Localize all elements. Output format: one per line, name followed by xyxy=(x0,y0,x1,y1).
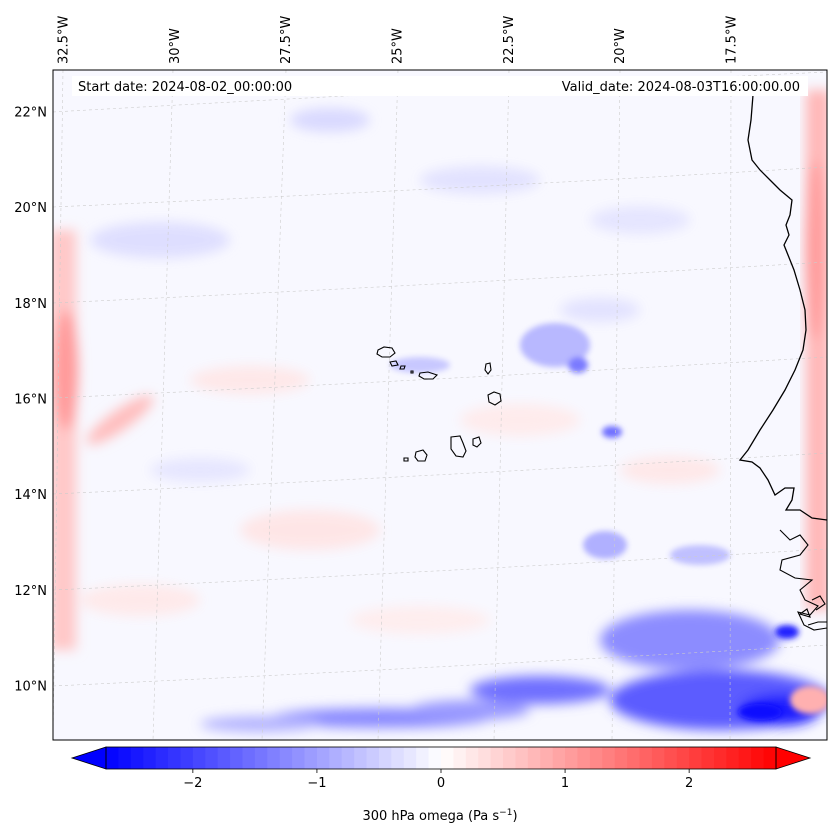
latitude-labels: 22°N 20°N 18°N 16°N 14°N 12°N 10°N xyxy=(14,106,47,695)
colorbar-step xyxy=(106,747,119,769)
colorbar-step xyxy=(490,747,504,769)
colorbar-step xyxy=(267,747,281,769)
colorbar-step xyxy=(378,747,392,769)
colorbar-step xyxy=(341,747,355,769)
colorbar-step xyxy=(391,747,405,769)
colorbar-step xyxy=(354,747,368,769)
colorbar-step xyxy=(651,747,665,769)
lat-tick-label: 22°N xyxy=(14,106,47,121)
gridlines xyxy=(53,70,827,740)
colorbar-step xyxy=(304,747,318,769)
colorbar-step xyxy=(751,747,765,769)
lon-tick-label: 30°W xyxy=(168,28,183,64)
colorbar-step xyxy=(441,747,454,769)
colorbar-step xyxy=(155,747,169,769)
colorbar-ticks: −2 −1 0 1 2 xyxy=(183,769,693,791)
colorbar-step xyxy=(230,747,243,769)
lat-tick-label: 20°N xyxy=(14,201,47,216)
colorbar-step xyxy=(366,747,380,769)
colorbar-step xyxy=(453,747,467,769)
lat-tick-label: 12°N xyxy=(14,584,47,599)
start-date-label: Start date: 2024-08-02_00:00:00 xyxy=(78,80,292,95)
colorbar-step xyxy=(329,747,343,769)
colorbar-step xyxy=(403,747,417,769)
colorbar-step xyxy=(701,747,715,769)
colorbar-step xyxy=(565,747,578,769)
colorbar-step xyxy=(292,747,306,769)
colorbar-step xyxy=(416,747,430,769)
lon-tick-label: 32.5°W xyxy=(57,16,72,64)
colorbar-steps xyxy=(106,747,777,769)
lon-tick-label: 20°W xyxy=(613,28,628,64)
colorbar-step xyxy=(316,747,330,769)
colorbar-step xyxy=(465,747,479,769)
colorbar-tick-label: 1 xyxy=(561,776,569,791)
longitude-labels: 32.5°W 30°W 27.5°W 25°W 22.5°W 20°W 17.5°W xyxy=(57,16,740,64)
lon-tick-label: 17.5°W xyxy=(725,16,740,64)
african-coastline-south xyxy=(779,529,827,631)
lat-tick-label: 18°N xyxy=(14,297,47,312)
colorbar-step xyxy=(254,747,268,769)
colorbar-step xyxy=(738,747,752,769)
colorbar-step xyxy=(726,747,740,769)
colorbar-step xyxy=(577,747,591,769)
colorbar: −2 −1 0 1 2 300 hPa omega (Pa s−1) xyxy=(70,746,812,824)
colorbar-tick-label: −2 xyxy=(183,776,202,791)
colorbar-step xyxy=(614,747,628,769)
colorbar-tick-label: 0 xyxy=(437,776,445,791)
colorbar-step xyxy=(143,747,157,769)
colorbar-step xyxy=(130,747,144,769)
colorbar-step xyxy=(664,747,678,769)
colorbar-step xyxy=(515,747,529,769)
colorbar-extend-min xyxy=(70,746,107,770)
cape-verde-islands xyxy=(376,346,502,462)
lat-tick-label: 16°N xyxy=(14,392,47,407)
omega-field xyxy=(53,90,827,732)
colorbar-step xyxy=(527,747,541,769)
colorbar-label: 300 hPa omega (Pa s−1) xyxy=(362,808,517,824)
colorbar-step xyxy=(168,747,181,769)
colorbar-step xyxy=(478,747,492,769)
lon-tick-label: 22.5°W xyxy=(502,16,517,64)
lat-tick-label: 10°N xyxy=(14,679,47,694)
map-frame xyxy=(52,69,828,741)
african-coastline xyxy=(738,94,827,521)
colorbar-step xyxy=(428,747,442,769)
colorbar-step xyxy=(552,747,566,769)
colorbar-step xyxy=(589,747,603,769)
lon-tick-label: 25°W xyxy=(391,28,406,64)
colorbar-step xyxy=(205,747,219,769)
colorbar-step xyxy=(540,747,554,769)
colorbar-step xyxy=(180,747,194,769)
colorbar-step xyxy=(627,747,641,769)
colorbar-step xyxy=(676,747,690,769)
colorbar-step xyxy=(217,747,231,769)
colorbar-step xyxy=(279,747,293,769)
colorbar-step xyxy=(763,747,777,769)
date-banner xyxy=(72,76,808,96)
colorbar-extend-max xyxy=(775,746,812,770)
colorbar-step xyxy=(118,747,132,769)
map-panel xyxy=(53,70,827,740)
colorbar-tick-label: 2 xyxy=(685,776,693,791)
colorbar-step xyxy=(192,747,206,769)
colorbar-step xyxy=(713,747,727,769)
lon-tick-label: 27.5°W xyxy=(279,16,294,64)
colorbar-tick-label: −1 xyxy=(307,776,326,791)
colorbar-step xyxy=(689,747,703,769)
lat-tick-label: 14°N xyxy=(14,488,47,503)
colorbar-step xyxy=(503,747,516,769)
colorbar-step xyxy=(639,747,653,769)
colorbar-step xyxy=(242,747,256,769)
colorbar-step xyxy=(602,747,616,769)
valid-date-label: Valid_date: 2024-08-03T16:00:00.00 xyxy=(562,80,800,95)
